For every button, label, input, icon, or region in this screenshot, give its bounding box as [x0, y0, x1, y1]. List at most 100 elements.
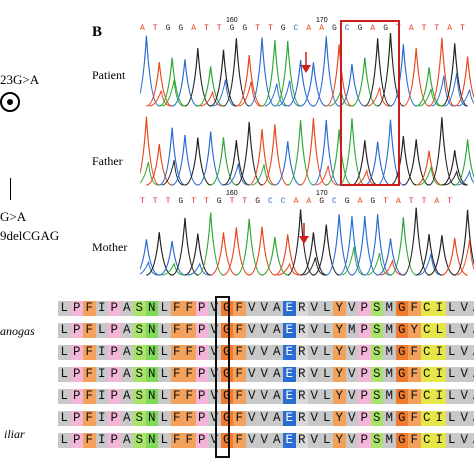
alignment-residue: P — [70, 411, 83, 426]
alignment-residue: S — [133, 433, 146, 448]
chromatogram-peak — [380, 258, 403, 276]
alignment-residue: A — [120, 301, 133, 316]
alignment-residue: F — [408, 411, 421, 426]
sequence-base: A — [191, 24, 197, 33]
alignment-residue: A — [470, 345, 474, 360]
sequence-base: A — [319, 24, 325, 33]
chromatogram-peak — [223, 38, 250, 107]
alignment-residue: P — [70, 433, 83, 448]
alignment-residue: L — [320, 433, 333, 448]
sequence-base: T — [204, 197, 210, 206]
mutation-label-2: G>A — [0, 209, 27, 224]
alignment-residue: N — [145, 345, 158, 360]
alignment-residue: S — [370, 367, 383, 382]
chromatogram-peak — [236, 218, 263, 276]
chromatogram-peak — [351, 140, 378, 186]
alignment-residue: M — [383, 301, 396, 316]
sequence-base: T — [152, 24, 159, 33]
alignment-residue: G — [395, 411, 408, 426]
alignment-residue: P — [358, 433, 371, 448]
alignment-residue: V — [458, 389, 471, 404]
alignment-residue: L — [158, 345, 171, 360]
alignment-residue: P — [70, 367, 83, 382]
alignment-residue: G — [395, 323, 408, 338]
alignment-residue: V — [308, 367, 321, 382]
sequence-base: C — [280, 197, 287, 206]
chromatogram-peak — [444, 169, 467, 186]
alignment-residue: L — [445, 389, 458, 404]
trace-label-father: Father — [92, 154, 123, 168]
chromatogram-peak — [338, 216, 366, 276]
sequence-base: G — [242, 24, 248, 33]
alignment-residue: F — [233, 411, 246, 426]
alignment-residue: R — [295, 345, 308, 360]
chromatogram-peak — [403, 207, 430, 276]
sequence-base: T — [421, 197, 427, 206]
sequence-base: G — [344, 197, 351, 206]
alignment-residue: I — [433, 389, 446, 404]
alignment-residue: F — [83, 389, 96, 404]
alignment-residue: F — [233, 345, 246, 360]
chromatogram-peak — [274, 234, 301, 276]
deletion-highlight-box — [340, 20, 400, 186]
sequence-base: A — [293, 197, 299, 206]
chromatogram-peak — [403, 139, 430, 186]
chromatogram-peak — [300, 62, 327, 107]
position-label: 170 — [316, 17, 328, 24]
sequence-base: G — [332, 24, 338, 33]
chromatogram-peak — [264, 83, 287, 107]
chromatogram-peak — [200, 90, 223, 107]
alignment-residue: P — [195, 345, 208, 360]
chromatogram-peak — [277, 262, 300, 276]
mutation-label-1: 23G>A — [0, 72, 40, 87]
alignment-residue: L — [95, 323, 108, 338]
alignment-residue: F — [170, 367, 183, 382]
alignment-residue: P — [358, 411, 371, 426]
alignment-residue: A — [470, 433, 474, 448]
alignment-residue: L — [158, 301, 171, 316]
chromatogram-peak — [197, 66, 224, 107]
chromatogram-peak — [431, 75, 454, 107]
chromatogram-peak — [428, 117, 455, 186]
sequence-base: T — [216, 24, 223, 33]
sequence-base: T — [229, 197, 235, 206]
chromatogram-peak — [261, 40, 288, 107]
alignment-residue: R — [295, 367, 308, 382]
alignment-residue: L — [158, 323, 171, 338]
alignment-residue: S — [370, 433, 383, 448]
chromatogram-peak — [261, 124, 288, 186]
alignment-residue: P — [358, 345, 371, 360]
alignment-residue: N — [145, 389, 158, 404]
chromatogram-peak — [197, 212, 224, 276]
alignment-residue: N — [145, 411, 158, 426]
alignment-residue: V — [258, 345, 271, 360]
chromatogram-peak — [303, 257, 326, 276]
chromatogram-peak — [403, 48, 430, 107]
variant-arrow-patient — [301, 52, 311, 73]
alignment-residue: F — [233, 389, 246, 404]
chromatogram-peak — [159, 240, 186, 276]
sequence-base: A — [140, 24, 146, 33]
trace-label-patient: Patient — [92, 68, 126, 82]
alignment-residue: V — [258, 411, 271, 426]
alignment-residue: C — [420, 389, 433, 404]
alignment-residue: S — [370, 345, 383, 360]
chromatogram-peak — [287, 119, 314, 186]
position-label: 170 — [316, 190, 328, 197]
chromatogram-patient — [140, 32, 474, 107]
chromatogram-peak — [161, 262, 184, 276]
alignment-residue: F — [183, 411, 196, 426]
alignment-residue: V — [458, 367, 471, 382]
chromatogram-peak — [197, 131, 224, 186]
alignment-residue: V — [208, 389, 221, 404]
alignment-residue: V — [308, 323, 321, 338]
alignment-residue: V — [308, 389, 321, 404]
alignment-residue: A — [470, 323, 474, 338]
sequence-base: G — [383, 24, 389, 33]
alignment-residue: L — [320, 389, 333, 404]
chromatogram-peak — [161, 80, 184, 107]
alignment-residue: P — [195, 433, 208, 448]
alignment-residue: P — [108, 411, 121, 426]
alignment-residue: F — [233, 433, 246, 448]
alignment-residue: Y — [333, 411, 346, 426]
